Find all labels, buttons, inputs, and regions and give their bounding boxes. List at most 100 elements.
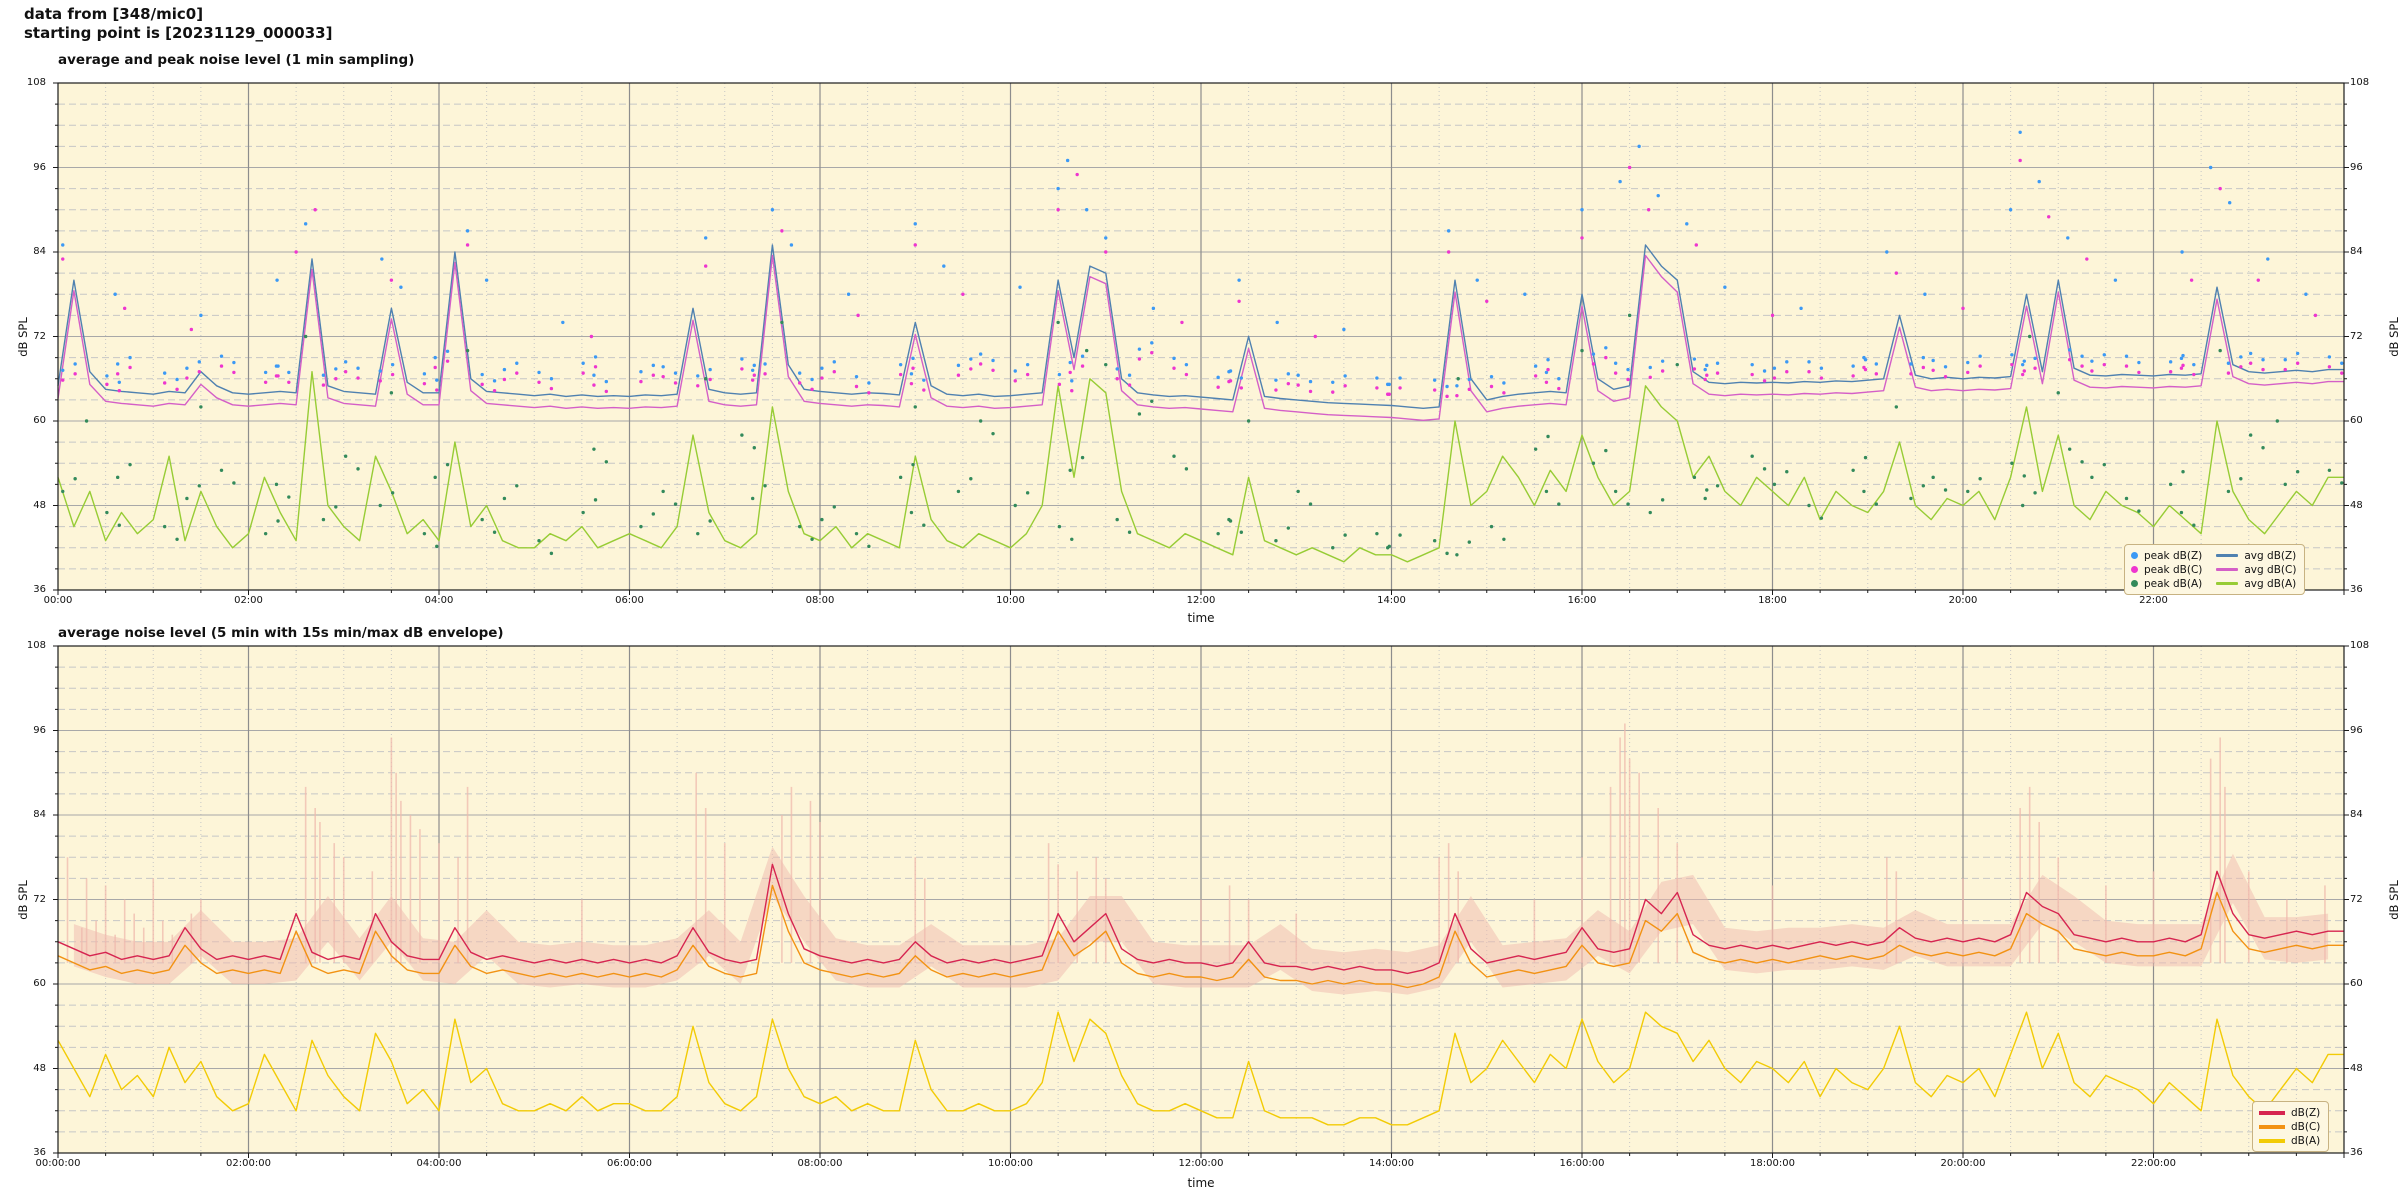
x-tick-label: 12:00:00	[1178, 1158, 1224, 1169]
y-tick-label: 72	[33, 893, 46, 905]
chart1-yticks-left: 36 48 60 72 84 96 108	[0, 77, 52, 595]
chart1-legend-avg-column: avg dB(Z) avg dB(C) avg dB(A)	[2216, 549, 2296, 590]
y-tick-label: 36	[33, 1147, 46, 1158]
dbz-line-swatch	[2259, 1110, 2285, 1115]
dba-line-swatch	[2259, 1138, 2285, 1143]
x-tick-label: 08:00	[805, 595, 835, 606]
chart2-legend: dB(Z) dB(C) dB(A)	[2252, 1101, 2330, 1152]
y-tick-label: 36	[33, 584, 46, 595]
avg-dbz-line-swatch	[2216, 554, 2239, 557]
peak-dba-marker	[2131, 580, 2138, 587]
chart2-yticks-left: 36 48 60 72 84 96 108	[0, 640, 52, 1158]
x-tick-label: 14:00:00	[1369, 1158, 1414, 1169]
chart1-yticks-right: 36 48 60 72 84 96 108	[2350, 77, 2396, 595]
y-tick-label: 72	[2350, 330, 2363, 342]
y-tick-label: 48	[33, 499, 46, 511]
chart1-plot-area	[53, 82, 2349, 595]
x-tick-label: 00:00:00	[35, 1158, 81, 1169]
legend-label: peak dB(Z)	[2144, 549, 2203, 562]
x-tick-label: 22:00:00	[2131, 1158, 2176, 1169]
chart2-xticks: 00:00:00 02:00:00 04:00:00 06:00:00 08:00:00…	[36, 1158, 2344, 1172]
legend-label: peak dB(C)	[2144, 563, 2203, 576]
x-tick-label: 02:00:00	[226, 1158, 271, 1169]
y-tick-label: 96	[2350, 161, 2363, 173]
chart2-ylabel-left: dB SPL	[15, 880, 30, 920]
x-tick-label: 10:00	[996, 595, 1025, 606]
legend-entry-avg-dbc: avg dB(C)	[2216, 563, 2296, 576]
legend-entry-dbc: dB(C)	[2259, 1120, 2320, 1133]
x-tick-label: 20:00:00	[1940, 1158, 1986, 1169]
y-tick-label: 60	[2350, 978, 2363, 989]
figure-header: data from [348/mic0] starting point is […	[24, 5, 332, 43]
x-tick-label: 22:00	[2139, 595, 2168, 606]
x-tick-label: 02:00	[234, 595, 263, 606]
x-tick-label: 12:00	[1186, 595, 1216, 606]
chart1-title: average and peak noise level (1 min samp…	[58, 52, 415, 68]
legend-entry-peak-dba: peak dB(A)	[2131, 577, 2202, 590]
chart2-svg	[53, 645, 2349, 1158]
y-tick-label: 48	[2350, 499, 2363, 511]
x-tick-label: 04:00	[424, 595, 454, 606]
chart1-xticks: 00:00 02:00 04:00 06:00 08:00 10:00 12:00 14:00…	[44, 595, 2344, 609]
x-tick-label: 18:00	[1758, 595, 1787, 606]
y-tick-label: 84	[33, 246, 46, 257]
x-tick-label: 18:00:00	[1750, 1158, 1795, 1169]
chart2-legend-column: dB(Z) dB(C) dB(A)	[2259, 1106, 2320, 1147]
x-tick-label: 10:00:00	[988, 1158, 1033, 1169]
legend-label: dB(C)	[2291, 1120, 2321, 1133]
y-tick-label: 72	[2350, 893, 2363, 905]
peak-dbc-marker	[2131, 566, 2138, 573]
avg-dbc-line-swatch	[2216, 568, 2239, 571]
x-tick-label: 16:00:00	[1559, 1158, 1605, 1169]
legend-label: avg dB(Z)	[2244, 549, 2297, 562]
legend-entry-dbz: dB(Z)	[2259, 1106, 2320, 1119]
legend-label: avg dB(C)	[2244, 563, 2297, 576]
x-tick-label: 06:00:00	[607, 1158, 652, 1169]
x-tick-label: 06:00	[615, 595, 644, 606]
y-tick-label: 96	[33, 724, 46, 736]
y-tick-label: 96	[33, 161, 46, 173]
avg-dba-line-swatch	[2216, 582, 2239, 585]
y-tick-label: 60	[33, 415, 46, 426]
y-tick-label: 60	[33, 978, 46, 989]
chart1-ylabel-right: dB SPL	[2386, 317, 2400, 357]
y-tick-label: 108	[26, 77, 46, 88]
chart1-xlabel: time	[1187, 611, 1215, 625]
x-tick-label: 14:00	[1377, 595, 1406, 606]
y-tick-label: 48	[2350, 1062, 2363, 1074]
chart2-title: average noise level (5 min with 15s min/…	[58, 625, 504, 641]
legend-entry-dba: dB(A)	[2259, 1134, 2320, 1147]
y-tick-label: 108	[2350, 77, 2370, 88]
x-tick-label: 00:00	[43, 595, 73, 606]
x-tick-label: 20:00	[1948, 595, 1978, 606]
y-tick-label: 48	[33, 1062, 46, 1074]
legend-entry-avg-dba: avg dB(A)	[2216, 577, 2296, 590]
chart2-plot-area	[53, 645, 2349, 1158]
y-tick-label: 72	[33, 330, 46, 342]
chart1-legend: peak dB(Z) peak dB(C) peak dB(A) avg dB(…	[2124, 544, 2306, 595]
y-tick-label: 108	[2350, 640, 2370, 651]
legend-label: dB(A)	[2291, 1134, 2321, 1147]
legend-entry-peak-dbz: peak dB(Z)	[2131, 549, 2202, 562]
y-tick-label: 84	[2350, 809, 2363, 820]
y-tick-label: 36	[2350, 584, 2363, 595]
legend-entry-avg-dbz: avg dB(Z)	[2216, 549, 2296, 562]
legend-label: dB(Z)	[2291, 1106, 2321, 1119]
legend-entry-peak-dbc: peak dB(C)	[2131, 563, 2202, 576]
y-tick-label: 84	[2350, 246, 2363, 257]
chart2-yticks-right: 36 48 60 72 84 96 108	[2350, 640, 2396, 1158]
chart1-svg	[53, 82, 2349, 595]
y-tick-label: 84	[33, 809, 46, 820]
dbc-line-swatch	[2259, 1124, 2285, 1129]
x-tick-label: 08:00:00	[797, 1158, 843, 1169]
chart2-ylabel-right: dB SPL	[2386, 880, 2400, 920]
chart2-xlabel: time	[1187, 1176, 1215, 1190]
chart1-ylabel-left: dB SPL	[15, 317, 30, 357]
chart1-legend-peak-column: peak dB(Z) peak dB(C) peak dB(A)	[2131, 549, 2202, 590]
legend-label: peak dB(A)	[2144, 577, 2203, 590]
peak-dbz-marker	[2131, 552, 2138, 559]
y-tick-label: 108	[26, 640, 46, 651]
y-tick-label: 60	[2350, 415, 2363, 426]
y-tick-label: 96	[2350, 724, 2363, 736]
